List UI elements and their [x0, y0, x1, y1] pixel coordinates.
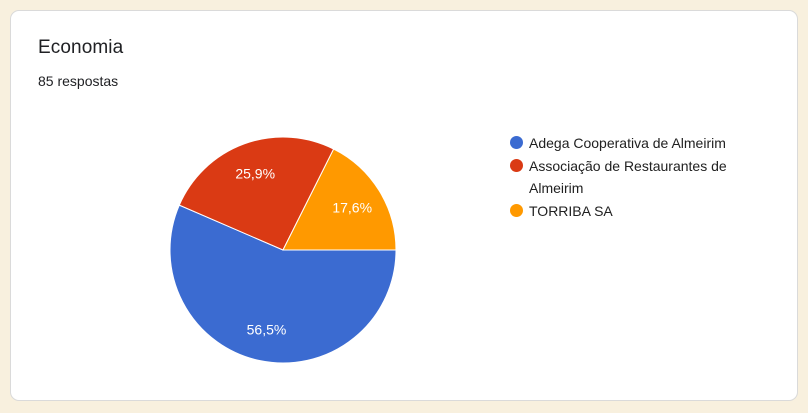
pie-slice-percentage-label: 17,6% [332, 199, 372, 215]
pie-slice-percentage-label: 56,5% [247, 322, 287, 338]
question-summary-card: Economia 85 respostas 56,5% 25,9% 17,6% Ad… [10, 10, 798, 401]
chart-area: 56,5% 25,9% 17,6% [168, 135, 398, 365]
legend-swatch-icon [510, 159, 523, 172]
response-count: 85 respostas [38, 73, 119, 89]
legend-label: TORRIBA SA [529, 203, 613, 219]
pie-slice-0[interactable] [169, 204, 397, 364]
legend-swatch-icon [510, 204, 523, 217]
question-title: Economia [38, 37, 124, 58]
pie-slice-1[interactable] [178, 136, 335, 251]
legend-item: Adega Cooperativa de Almeirim [510, 132, 785, 154]
legend-item: Associação de Restaurantes de Almeirim [510, 155, 785, 199]
legend-label: Associação de Restaurantes de Almeirim [529, 158, 727, 196]
chart-legend: Adega Cooperativa de Almeirim Associação… [510, 132, 785, 223]
legend-swatch-icon [510, 136, 523, 149]
legend-item: TORRIBA SA [510, 200, 785, 222]
pie-slice-2[interactable] [282, 148, 397, 251]
pie-chart: 56,5% 25,9% 17,6% [169, 136, 397, 364]
legend-label: Adega Cooperativa de Almeirim [529, 135, 726, 151]
pie-slice-percentage-label: 25,9% [235, 166, 275, 182]
